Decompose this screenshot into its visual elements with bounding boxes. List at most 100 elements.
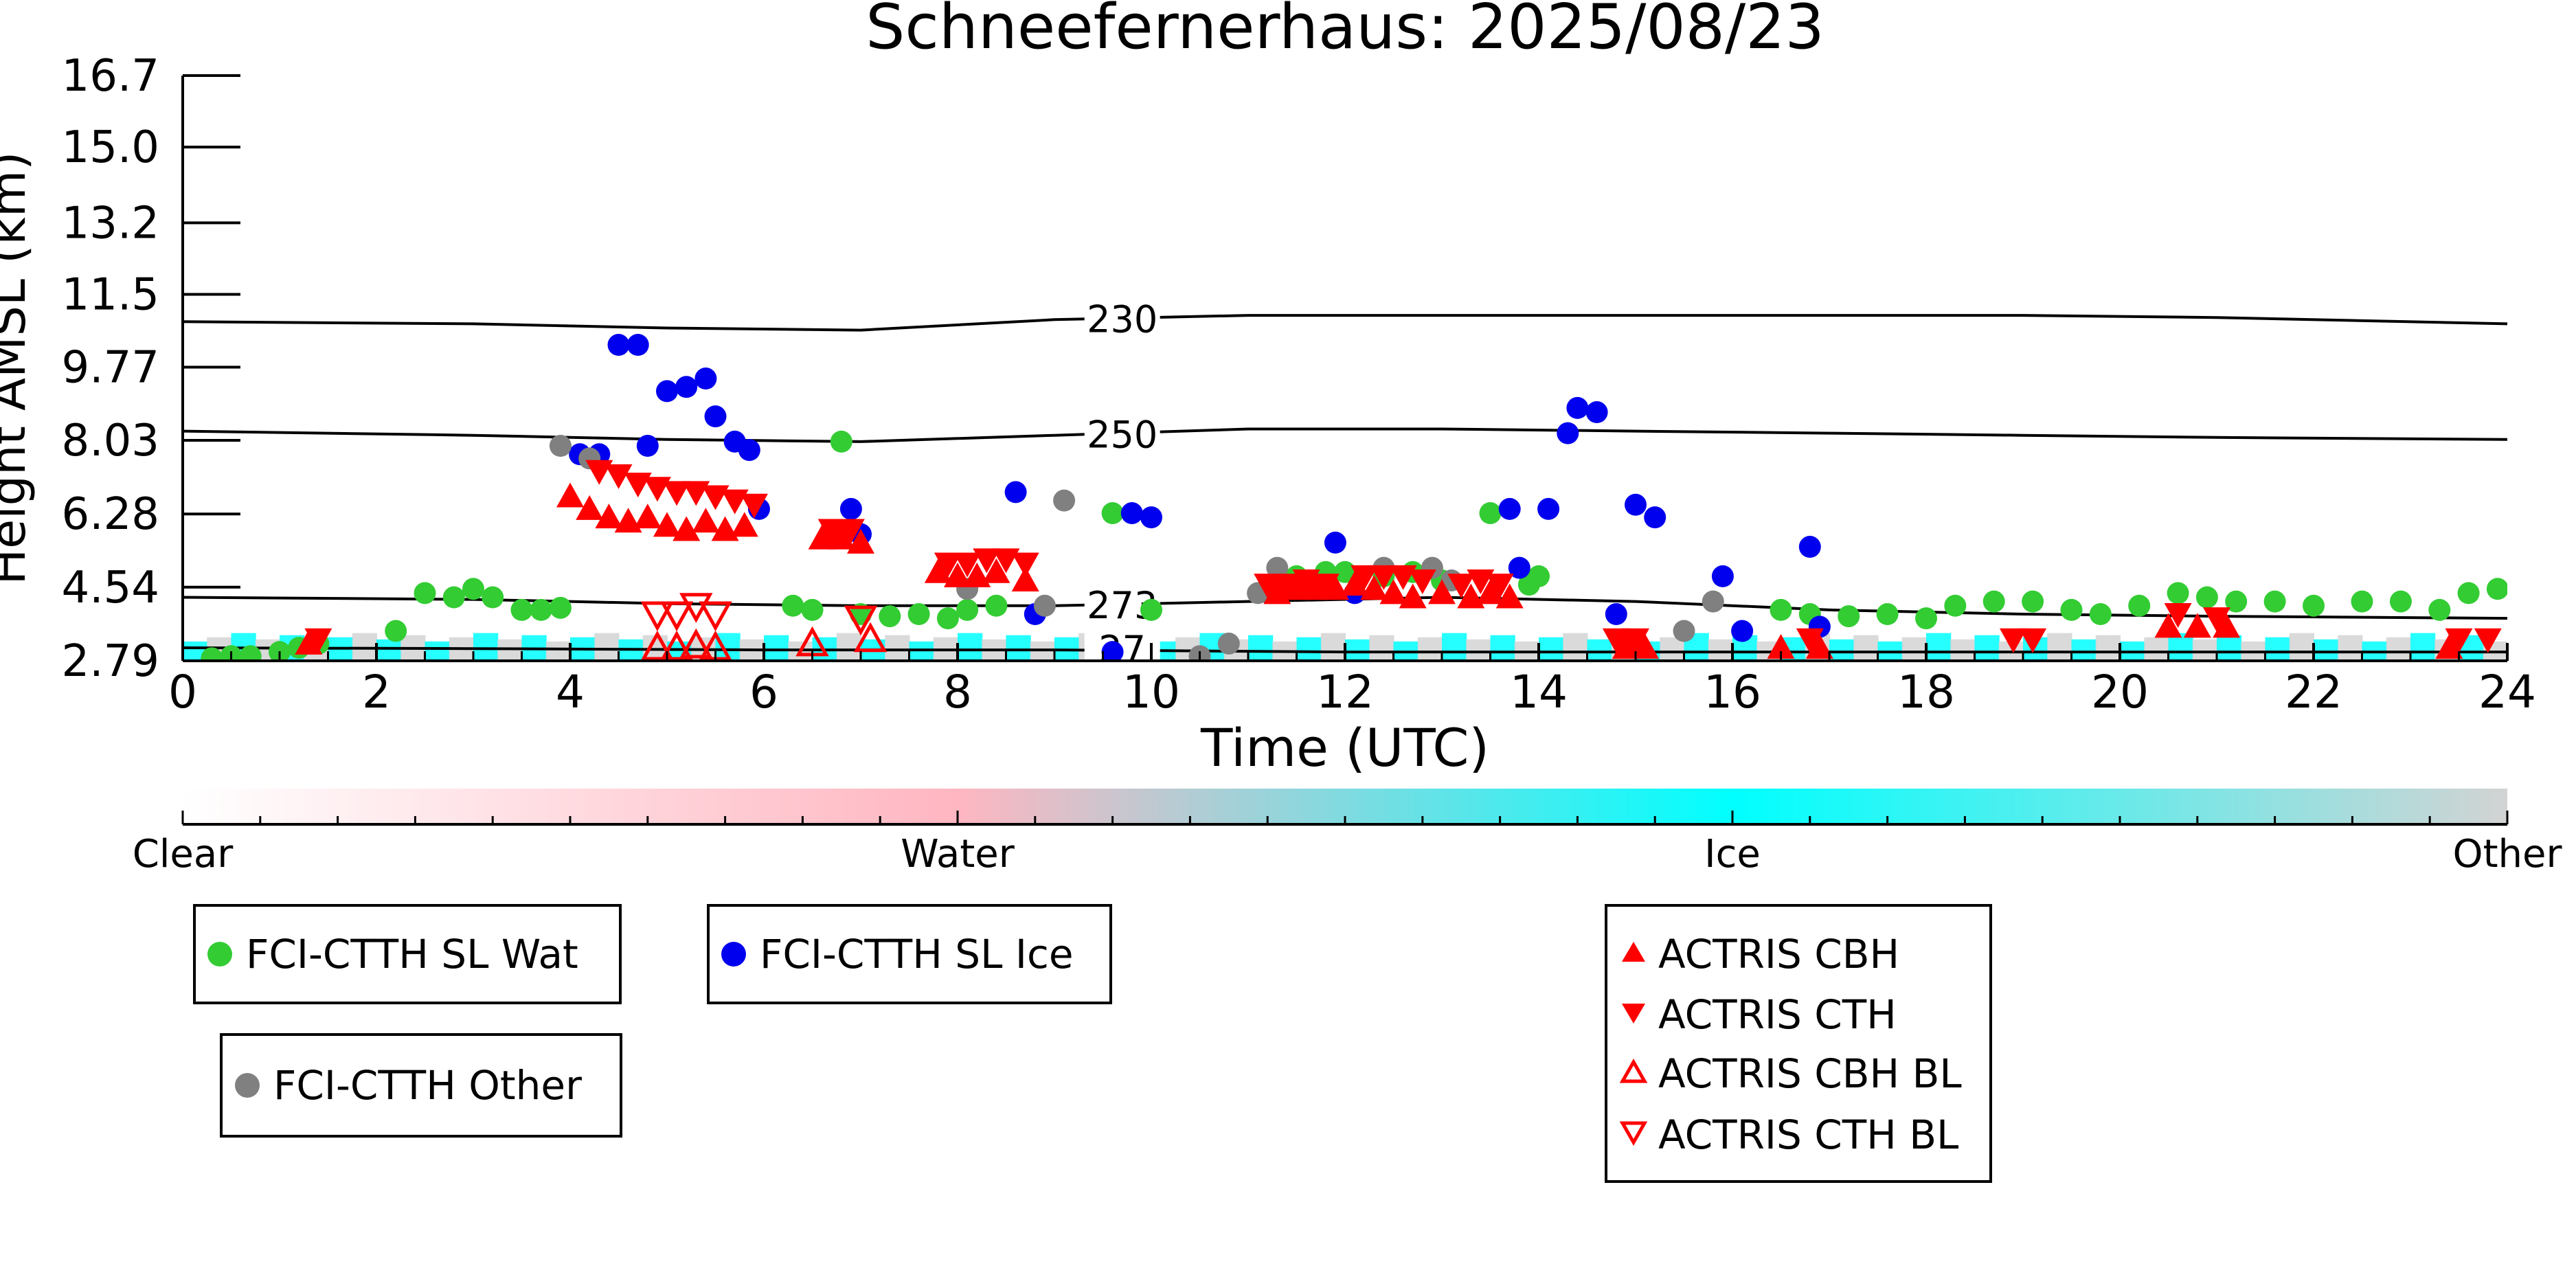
cloud-mask-cell [1296, 637, 1322, 661]
marker-actris-cbh [1805, 634, 1833, 659]
marker-actris-cbh [1302, 575, 1330, 600]
marker-actris-cbh [944, 562, 971, 587]
legend-frame [707, 904, 1112, 1004]
x-tick-label: 0 [168, 666, 197, 719]
marker-actris-cbh [1476, 579, 1504, 605]
marker-fci-ctth-sl-wat [385, 620, 407, 642]
marker-actris-cth [1602, 628, 1630, 653]
marker-fci-ctth-sl-ice [1731, 620, 1754, 642]
marker-actris-cbh [595, 504, 623, 529]
marker-fci-ctth-sl-wat [2428, 598, 2451, 621]
x-tick-label: 8 [943, 666, 972, 719]
marker-actris-cth [2164, 603, 2192, 629]
marker-actris-cbh-bl [853, 622, 888, 653]
marker-fci-ctth-sl-wat [2457, 582, 2480, 605]
marker-fci-ctth-sl-wat [1770, 598, 1792, 621]
x-ticks: 0 2 4 6 8 10 12 14 16 18 20 22 24 [168, 643, 2536, 719]
contour-label-bg [1084, 299, 1160, 338]
cloud-mask-cell [1442, 633, 1467, 661]
marker-fci-ctth-sl-ice [1585, 401, 1608, 424]
marker-actris-cth [934, 552, 962, 578]
cloud-mask-cell [594, 633, 620, 661]
contour-line-230 [183, 314, 2507, 332]
y-tick-label: 16.7 [62, 51, 160, 102]
y-ticks: 2.79 4.54 6.28 8.03 9.77 11.5 13.2 15.0 16.7 [62, 51, 240, 687]
data-markers [201, 334, 2507, 661]
cloud-mask-cell [1587, 639, 1612, 661]
marker-fci-ctth-sl-ice [1644, 506, 1667, 529]
marker-fci-ctth-sl-ice [704, 405, 727, 428]
marker-actris-cbh [1379, 579, 1408, 605]
marker-fci-ctth-sl-ice [1605, 603, 1627, 626]
marker-fci-ctth-sl-wat [879, 605, 901, 628]
colorbar-label-ice: Ice [1704, 832, 1761, 877]
marker-fci-ctth-sl-wat [2195, 586, 2218, 609]
legend-label-cbh: ACTRIS CBH [1658, 931, 1899, 978]
y-tick-label: 9.77 [62, 342, 160, 393]
marker-actris-cbh [653, 512, 681, 537]
cloud-mask-cell [1829, 639, 1855, 661]
colorbar-label-clear: Clear [133, 832, 234, 877]
marker-actris-cth [1796, 628, 1824, 653]
x-tick-label: 18 [1897, 666, 1955, 719]
cloud-mask-cell [1320, 633, 1346, 661]
marker-actris-cth [2445, 628, 2473, 653]
cloud-mask-cell [1563, 633, 1588, 661]
marker-actris-cth [624, 473, 652, 498]
marker-fci-ctth-sl-wat [2303, 594, 2325, 617]
marker-actris-cbh [2213, 613, 2241, 638]
marker-actris-cth [2203, 607, 2230, 633]
marker-fci-ctth-other [549, 435, 572, 457]
marker-actris-cth [1311, 574, 1340, 599]
marker-actris-cbh [1360, 575, 1388, 600]
legend-marker-ice [721, 942, 746, 967]
marker-fci-ctth-sl-wat [530, 598, 552, 621]
colorbar-ticks [181, 811, 2509, 824]
marker-actris-cbh [2435, 634, 2463, 659]
marker-actris-cth [953, 552, 982, 578]
x-tick-label: 12 [1316, 666, 1374, 719]
marker-actris-cbh [827, 524, 855, 550]
marker-actris-cth [605, 464, 633, 489]
cloud-mask-cell [376, 639, 402, 661]
marker-fci-ctth-sl-wat [956, 598, 979, 621]
cloud-mask-cell [2217, 635, 2242, 661]
marker-fci-ctth-sl-wat [907, 603, 930, 626]
marker-actris-cth [1622, 628, 1649, 653]
y-tick-label: 11.5 [62, 270, 160, 321]
marker-actris-cbh [808, 524, 836, 550]
x-tick-label: 14 [1510, 666, 1568, 719]
cloud-mask-cell [1926, 633, 1952, 661]
cloud-mask-cell [1539, 637, 1564, 661]
chart-title: Schneefernerhaus: 2025/08/23 [866, 0, 1824, 63]
legend-label-ice: FCI-CTTH SL Ice [760, 931, 1074, 978]
marker-actris-cth-bl [699, 601, 732, 632]
marker-fci-ctth-sl-wat [1140, 598, 1162, 621]
marker-actris-cbh [1011, 567, 1039, 592]
legend-label-cth-bl: ACTRIS CTH BL [1658, 1111, 1958, 1158]
y-axis-label: Height AMSL (km) [0, 152, 36, 585]
y-tick-label: 8.03 [62, 416, 160, 466]
cloud-mask-cell [2314, 639, 2339, 661]
marker-fci-ctth-sl-ice [1004, 481, 1027, 504]
marker-fci-ctth-sl-ice [694, 368, 717, 390]
cloud-mask-cell [1490, 635, 1515, 661]
marker-actris-cth [1408, 569, 1436, 595]
marker-fci-ctth-sl-ice [1566, 396, 1589, 419]
cloud-mask-cell [1466, 639, 1491, 661]
marker-actris-cbh [576, 495, 604, 520]
marker-actris-cth [1351, 565, 1379, 590]
marker-fci-ctth-sl-ice [675, 376, 698, 398]
cloud-mask-cell [1006, 635, 1031, 661]
cloud-mask-cell [1853, 635, 1879, 661]
marker-fci-ctth-sl-ice [1498, 497, 1521, 520]
marker-actris-cbh [673, 516, 701, 541]
marker-actris-cbh [633, 504, 662, 529]
marker-actris-cth [817, 519, 846, 544]
marker-fci-ctth-other [1217, 632, 1240, 655]
legend-frame [193, 904, 622, 1004]
marker-fci-ctth-sl-ice [636, 435, 659, 457]
marker-fci-ctth-other [1266, 556, 1289, 579]
marker-actris-cth [304, 628, 332, 653]
